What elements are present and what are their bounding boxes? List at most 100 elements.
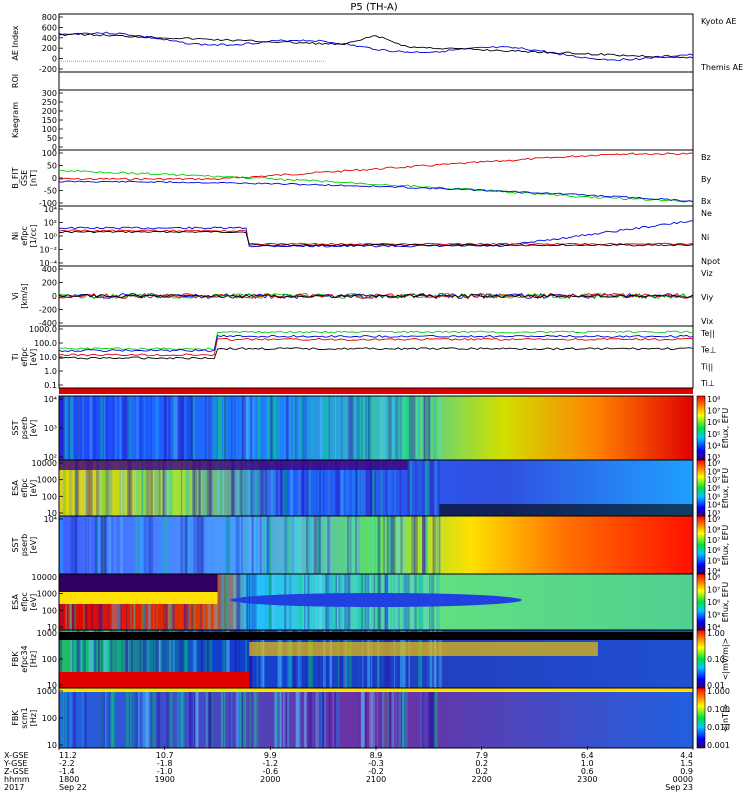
spectrogram-texture (218, 574, 221, 630)
spectrogram-texture (388, 688, 392, 748)
spectrogram-texture (377, 630, 380, 688)
spectrogram-texture (434, 630, 436, 688)
spectrogram-texture (370, 516, 372, 574)
spectrogram-texture (384, 688, 386, 748)
colorbar-label: <|nT|> (721, 704, 730, 733)
spectrogram-texture (423, 516, 425, 574)
spectrogram-texture (308, 516, 313, 574)
spectrogram-texture (229, 688, 234, 748)
spectrogram-texture (231, 460, 235, 516)
spectrogram-texture (370, 516, 374, 574)
y-tick-label: 1000 (37, 476, 57, 485)
spectrogram-texture (391, 688, 395, 748)
spectrogram-texture (181, 688, 184, 748)
spectrogram-texture (313, 516, 318, 574)
colorbar-tick-label: 0.100 (707, 705, 730, 714)
y-axis-label: ROI (11, 74, 20, 88)
spectrogram-texture (63, 688, 65, 748)
spectrogram-texture (86, 516, 91, 574)
spectrogram-texture (158, 460, 161, 516)
spectrogram-texture (285, 516, 287, 574)
spectrogram-texture (370, 460, 373, 516)
y-axis-label: pserb (20, 534, 29, 557)
spectrogram-texture (70, 516, 74, 574)
spectrogram-texture (370, 396, 372, 460)
spectrogram-texture (361, 396, 363, 460)
spectrogram-texture (323, 688, 325, 748)
spectrogram-texture (130, 688, 132, 748)
colorbar-tick-label: 10⁸ (707, 395, 720, 404)
spectrogram-texture (357, 630, 359, 688)
spectrogram-texture (145, 630, 150, 688)
y-tick-label: 200 (42, 107, 57, 116)
spectrogram-texture (265, 460, 268, 516)
spectrogram-texture (357, 460, 361, 516)
spectrogram-texture (358, 396, 362, 460)
spectrogram-texture (104, 516, 106, 574)
spectrogram-texture (355, 460, 359, 516)
y-axis-label: FBK (11, 651, 20, 667)
spectrogram-texture (107, 516, 112, 574)
spectrogram-texture (394, 396, 399, 460)
spectrogram-texture (434, 396, 438, 460)
spectrogram-texture (319, 396, 323, 460)
spectrogram-texture (128, 396, 133, 460)
spectrogram-texture (328, 460, 332, 516)
spectrogram-texture (101, 630, 103, 688)
spectrogram-texture (354, 460, 359, 516)
spectrogram-texture (257, 396, 261, 460)
spectrogram-texture (191, 630, 196, 688)
spectrogram-texture (424, 516, 427, 574)
spectrogram-texture (266, 516, 270, 574)
spectrogram-texture (105, 630, 110, 688)
spectrogram-texture (401, 688, 406, 748)
spectrogram-texture (384, 396, 388, 460)
spectrogram-texture (217, 396, 222, 460)
spectrogram-texture (317, 516, 320, 574)
spectrogram-texture (350, 396, 354, 460)
spectrogram-texture (86, 630, 90, 688)
spectrogram-texture (433, 630, 437, 688)
spectrogram-texture (103, 630, 106, 688)
spectrogram-texture (141, 460, 144, 516)
colorbar-tick-label: 10⁴ (707, 441, 720, 450)
legend-entry: Ni (701, 233, 709, 242)
spectrogram-texture (128, 460, 131, 516)
spectrogram-texture (381, 688, 384, 748)
spectrogram-texture (319, 396, 322, 460)
spectrogram-texture (409, 460, 412, 516)
spectrogram-texture (254, 516, 257, 574)
spectrogram-texture (299, 460, 302, 516)
spectrogram-texture (68, 460, 73, 516)
spectrogram-texture (195, 688, 198, 748)
spectrogram-texture (335, 460, 339, 516)
spectrogram-texture (221, 574, 223, 630)
spectrogram-texture (284, 396, 286, 460)
spectrogram-texture (273, 460, 276, 516)
spectrogram-texture (323, 630, 326, 688)
y-axis-label: FBK (11, 710, 20, 726)
spectrogram-texture (70, 396, 74, 460)
spectrogram-texture (258, 396, 261, 460)
spectrogram-texture (160, 516, 163, 574)
spectrogram-texture (151, 396, 154, 460)
spectrogram-texture (288, 396, 292, 460)
spectrogram-texture (67, 688, 69, 748)
spectrogram-texture (162, 460, 165, 516)
spectrogram-texture (348, 630, 352, 688)
spectrogram-texture (414, 516, 418, 574)
spectrogram-texture (191, 688, 193, 748)
spectrogram-texture (428, 688, 431, 748)
spectrogram-texture (185, 516, 189, 574)
spectrogram-texture (141, 516, 145, 574)
y-axis-label: SST (11, 537, 20, 552)
spectrogram-texture (222, 460, 225, 516)
spectrogram-texture (158, 630, 160, 688)
spectrogram-texture (95, 516, 98, 574)
spectrogram-texture (105, 516, 107, 574)
spectrogram-texture (249, 630, 252, 688)
y-tick-label: 800 (42, 13, 57, 22)
